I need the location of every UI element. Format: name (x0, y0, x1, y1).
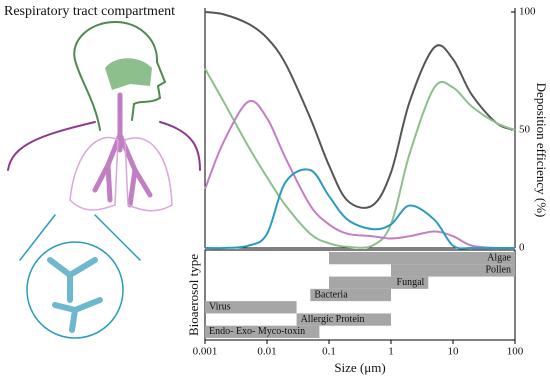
range-label: Virus (209, 302, 231, 313)
ranges-frame (204, 249, 516, 341)
range-label: Fungal (397, 277, 425, 288)
body-illustration (7, 20, 201, 339)
chart-title: Respiratory tract compartment (4, 4, 175, 19)
x-tick-label: 10 (448, 346, 460, 358)
range-bar (329, 252, 515, 265)
range-label: Bacteria (314, 289, 348, 300)
range-label: Pollen (485, 265, 511, 276)
range-bar (310, 288, 391, 302)
x-axis-title: Size (μm) (334, 360, 385, 375)
curve (204, 168, 515, 250)
range-bar (205, 325, 320, 338)
y-tick-label: 100 (519, 6, 536, 18)
x-tick-label: 100 (507, 346, 524, 358)
range-label: Endo- Exo- Myco-toxin (209, 326, 305, 337)
range-label: Allergic Protein (301, 314, 365, 325)
range-bar (391, 264, 515, 277)
x-tick-label: 0.001 (193, 346, 218, 358)
x-tick-label: 0.01 (257, 346, 276, 358)
x-tick-label: 0.1 (322, 346, 336, 358)
y-tick-label: 0 (519, 242, 525, 254)
y-axis-title: Deposition efficiency (%) (534, 83, 549, 218)
ranges-title: Bioaerosol type (186, 254, 201, 336)
curve (204, 68, 516, 249)
range-bar (329, 276, 429, 289)
curve (204, 11, 516, 209)
y-tick-label: 50 (519, 124, 531, 136)
range-label: Algae (487, 252, 511, 263)
range-bar (296, 313, 391, 326)
x-tick-label: 1 (388, 346, 394, 358)
curve (204, 99, 516, 250)
range-bar (205, 301, 297, 314)
